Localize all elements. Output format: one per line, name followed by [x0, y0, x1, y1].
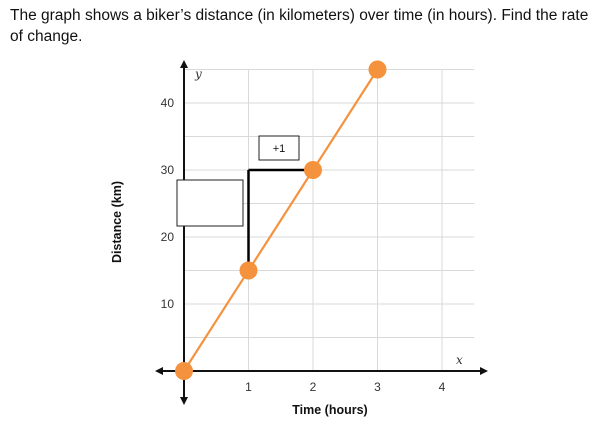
question-text: The graph shows a biker’s distance (in k… [10, 7, 589, 45]
y-tick-label: 30 [161, 163, 175, 177]
x-axis-arrow-right [480, 367, 488, 375]
x-tick-label: 4 [439, 380, 446, 394]
axis-labels: y x Time (hours) Distance (km) [110, 67, 463, 417]
rise-answer-box[interactable] [176, 179, 244, 227]
x-tick-label: 1 [245, 380, 252, 394]
x-variable-label: x [456, 353, 463, 367]
x-axis-label: Time (hours) [292, 403, 367, 417]
slope-triangle [247, 168, 313, 271]
data-point [175, 362, 193, 380]
annotations: +1 [176, 135, 300, 227]
x-tick-label: 3 [374, 380, 381, 394]
axes [155, 60, 488, 405]
series-line [183, 68, 379, 372]
data-points [175, 60, 387, 380]
y-axis-arrow-down [180, 397, 188, 405]
y-tick-label: 10 [161, 297, 175, 311]
data-point [304, 161, 322, 179]
y-variable-label: y [194, 67, 202, 81]
run-label-box [258, 135, 300, 161]
x-tick-label: 2 [310, 380, 317, 394]
x-axis-arrow-left [155, 367, 163, 375]
series [183, 68, 379, 372]
y-tick-label: 40 [161, 96, 175, 110]
run-label: +1 [273, 143, 286, 155]
grid [184, 69, 475, 371]
y-axis-label: Distance (km) [110, 181, 124, 263]
y-axis-arrow-up [180, 60, 188, 68]
data-point [239, 261, 258, 280]
tick-labels: 1 2 3 4 10 20 30 40 [161, 96, 446, 394]
y-tick-label: 20 [161, 230, 175, 244]
data-point [368, 60, 387, 79]
